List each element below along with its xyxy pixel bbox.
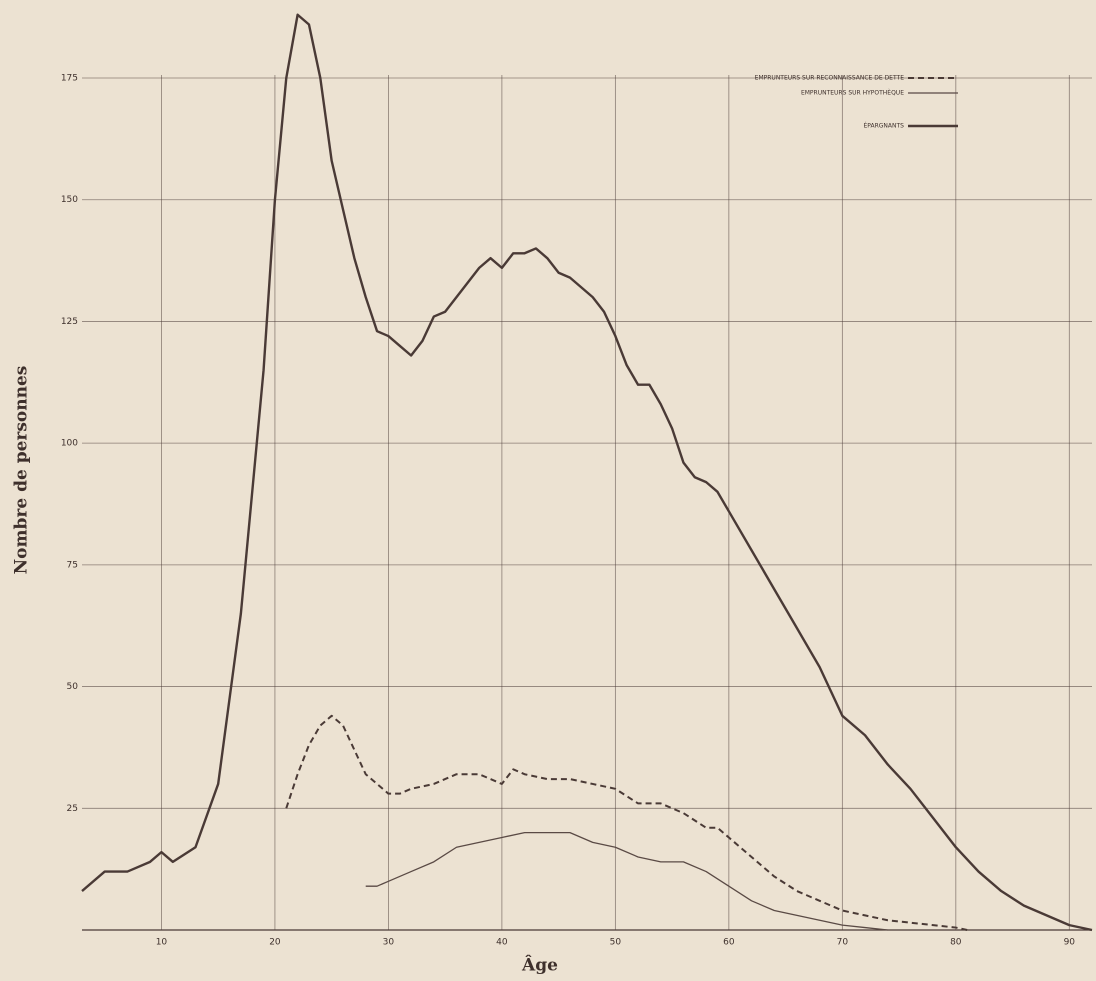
legend-label: EMPRUNTEURS SUR HYPOTHÈQUE	[801, 89, 904, 97]
y-tick-label: 100	[61, 439, 78, 449]
x-tick-label: 30	[383, 938, 395, 948]
y-tick-label: 75	[67, 560, 78, 570]
x-tick-label: 60	[723, 938, 735, 948]
x-tick-label: 20	[269, 938, 281, 948]
x-tick-label: 80	[950, 938, 962, 948]
legend-label: ÉPARGNANTS	[863, 122, 904, 130]
y-tick-label: 50	[67, 682, 79, 692]
series-line	[365, 831, 888, 931]
x-tick-label: 40	[496, 938, 508, 948]
x-tick-label: 70	[837, 938, 849, 948]
legend-label: EMPRUNTEURS SUR RECONNAISSANCE DE DETTE	[755, 75, 905, 82]
series-line	[285, 714, 968, 931]
y-axis-label: Nombre de personnes	[12, 366, 32, 575]
y-tick-label: 25	[67, 804, 78, 814]
x-axis-label: Âge	[521, 955, 558, 976]
y-tick-label: 175	[61, 74, 78, 84]
y-tick-label: 150	[61, 195, 78, 205]
x-tick-label: 90	[1064, 938, 1076, 948]
x-tick-label: 50	[610, 938, 622, 948]
series-line	[81, 13, 1093, 932]
y-tick-label: 125	[61, 317, 78, 327]
x-tick-label: 10	[156, 938, 168, 948]
